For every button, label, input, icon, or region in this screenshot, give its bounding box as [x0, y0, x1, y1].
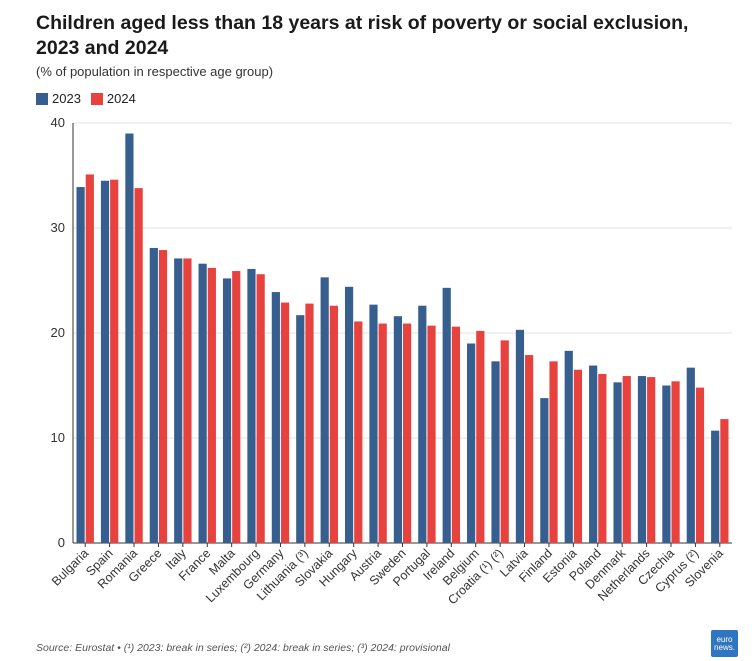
- bar-2023-0: [76, 187, 85, 544]
- bar-2024-0: [85, 174, 94, 543]
- bar-2024-17: [500, 340, 509, 543]
- bar-2024-23: [647, 377, 656, 543]
- y-tick-label: 40: [51, 115, 65, 130]
- bar-2024-18: [525, 355, 534, 543]
- legend-item-2024: 2024: [90, 91, 136, 106]
- bar-2023-17: [491, 361, 500, 543]
- bar-2024-3: [158, 250, 168, 544]
- bar-2024-12: [378, 323, 387, 543]
- bar-2024-5: [207, 267, 216, 543]
- euronews-logo: euro news.: [711, 630, 738, 657]
- bar-2023-21: [589, 365, 598, 543]
- source-note: Source: Eurostat • (¹) 2023: break in se…: [36, 642, 450, 654]
- y-tick-label: 0: [58, 535, 65, 550]
- legend-swatch-2024: [90, 92, 103, 105]
- bar-2023-4: [174, 258, 183, 543]
- bar-2024-11: [354, 321, 363, 543]
- bar-2023-2: [125, 133, 134, 543]
- bar-2024-13: [403, 323, 412, 543]
- bar-2024-24: [671, 381, 680, 543]
- bar-2023-25: [686, 367, 695, 543]
- bar-2023-11: [344, 286, 354, 543]
- bar-2024-26: [720, 419, 729, 543]
- bar-2023-19: [540, 398, 549, 543]
- bar-2023-18: [515, 329, 525, 543]
- chart-title: Children aged less than 18 years at risk…: [36, 12, 689, 59]
- bar-2024-15: [451, 326, 461, 543]
- bar-2024-9: [305, 303, 314, 543]
- bar-2024-8: [280, 302, 290, 543]
- bar-2023-8: [271, 292, 280, 543]
- legend-label-2023: 2023: [52, 91, 81, 106]
- bar-2023-15: [442, 287, 451, 543]
- bar-2023-5: [198, 263, 207, 543]
- bar-2024-4: [183, 258, 192, 543]
- bar-chart: 010203040BulgariaSpainRomaniaGreeceItaly…: [49, 115, 732, 607]
- bar-2023-1: [100, 180, 110, 543]
- logo-text-bottom: news.: [714, 642, 735, 652]
- y-tick-label: 10: [51, 430, 65, 445]
- logo-text-top: euro: [716, 634, 733, 644]
- y-tick-label: 20: [51, 325, 65, 340]
- bar-2024-22: [622, 376, 631, 543]
- legend-swatch-2023: [36, 92, 48, 105]
- y-tick-label: 30: [51, 220, 65, 235]
- bar-2023-16: [467, 343, 476, 543]
- bar-2024-16: [476, 330, 485, 543]
- bar-2023-12: [369, 304, 378, 543]
- bar-2024-20: [573, 369, 583, 543]
- bar-2023-26: [711, 430, 720, 543]
- bar-2024-10: [329, 305, 338, 543]
- bar-2023-7: [247, 268, 256, 543]
- bar-2023-24: [662, 385, 671, 543]
- chart-subtitle: (% of population in respective age group…: [36, 64, 274, 79]
- bar-2023-13: [393, 316, 402, 543]
- bar-2024-6: [232, 271, 241, 543]
- legend-item-2023: 2023: [36, 91, 81, 106]
- bar-2023-20: [564, 350, 573, 543]
- bar-2023-6: [222, 278, 232, 543]
- bar-2023-14: [418, 305, 427, 543]
- bar-2023-10: [320, 277, 329, 543]
- bar-2024-25: [695, 387, 705, 543]
- bar-2024-1: [110, 179, 119, 543]
- bar-2024-2: [134, 188, 143, 543]
- bar-2023-3: [149, 247, 158, 543]
- legend: 2023 2024: [36, 91, 146, 106]
- bar-2024-19: [549, 361, 558, 543]
- bar-2024-7: [256, 274, 265, 543]
- bar-2024-21: [598, 373, 607, 543]
- bar-2023-23: [637, 376, 647, 543]
- legend-label-2024: 2024: [106, 91, 136, 106]
- bar-2024-14: [427, 325, 436, 543]
- bar-2023-22: [613, 382, 622, 543]
- bar-2023-9: [296, 315, 305, 543]
